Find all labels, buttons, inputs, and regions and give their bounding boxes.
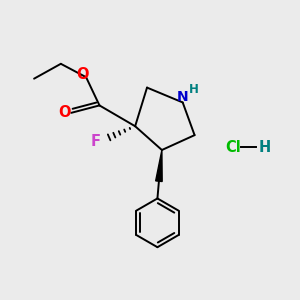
Text: N: N (177, 90, 188, 104)
Text: F: F (91, 134, 100, 148)
Polygon shape (156, 150, 162, 182)
Text: Cl: Cl (225, 140, 241, 154)
Text: H: H (189, 83, 199, 97)
Text: O: O (76, 67, 89, 82)
Text: O: O (58, 105, 71, 120)
Text: H: H (258, 140, 271, 154)
